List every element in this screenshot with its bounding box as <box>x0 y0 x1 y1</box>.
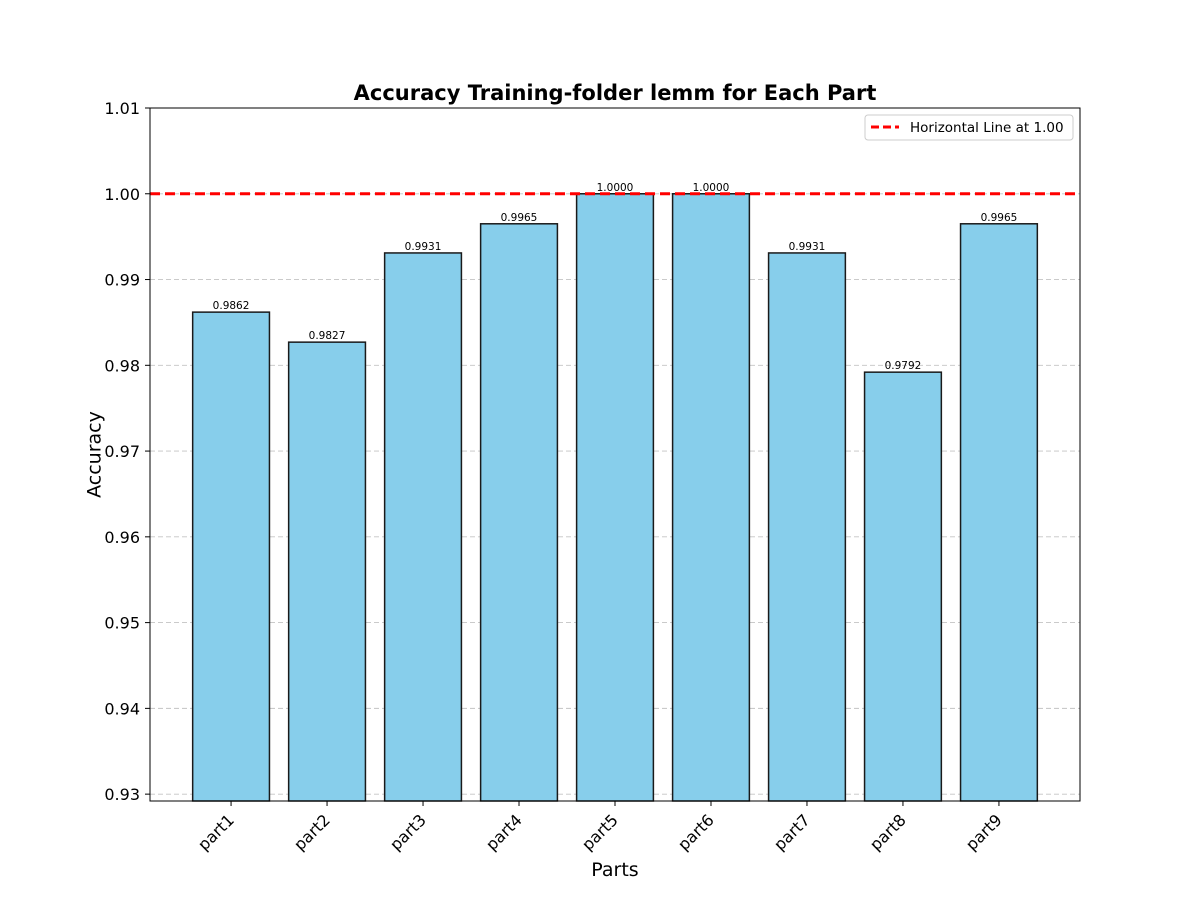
bar <box>863 371 943 802</box>
bar <box>287 341 367 802</box>
x-tick-label: part4 <box>482 810 526 854</box>
bar <box>959 223 1039 802</box>
x-tick-label: part7 <box>770 810 814 854</box>
legend-entry-label: Horizontal Line at 1.00 <box>910 120 1064 136</box>
y-tick-label: 0.96 <box>104 528 140 547</box>
chart-title: Accuracy Training-folder lemm for Each P… <box>354 81 877 105</box>
bar-value-label: 0.9965 <box>981 212 1018 224</box>
bars <box>191 193 1039 802</box>
bar-value-label: 0.9792 <box>885 360 922 372</box>
bar <box>479 223 559 802</box>
x-tick-label: part1 <box>194 810 238 854</box>
y-axis-ticks: 0.93 0.94 0.95 0.96 0.97 0.98 0.99 1.00 1.01 <box>104 99 150 804</box>
y-axis-title: Accuracy <box>84 411 106 498</box>
bar-value-label: 0.9965 <box>501 212 538 224</box>
bar-value-label: 0.9862 <box>213 300 250 312</box>
y-tick-label: 0.99 <box>104 271 140 290</box>
y-tick-label: 1.00 <box>104 185 140 204</box>
y-tick-label: 0.95 <box>104 614 140 633</box>
bar <box>767 252 847 802</box>
bar <box>671 193 751 802</box>
y-tick-label: 0.94 <box>104 699 140 718</box>
x-axis-title: Parts <box>591 859 638 881</box>
legend-box <box>864 114 1074 141</box>
bar <box>383 252 463 802</box>
x-tick-label: part9 <box>962 810 1006 854</box>
bar <box>191 311 271 802</box>
y-tick-label: 0.98 <box>104 356 140 375</box>
x-tick-label: part5 <box>578 810 622 854</box>
x-tick-label: part2 <box>290 810 334 854</box>
bar-value-label: 1.0000 <box>597 182 634 194</box>
x-tick-label: part8 <box>866 810 910 854</box>
bar-value-labels: 0.9862 0.9827 0.9931 0.9965 1.0000 1.0000 0.99… <box>213 182 1018 372</box>
y-tick-label: 1.01 <box>104 99 140 118</box>
x-tick-label: part3 <box>386 810 430 854</box>
y-tick-label: 0.93 <box>104 785 140 804</box>
bar-value-label: 1.0000 <box>693 182 730 194</box>
x-axis-ticks: part1 part2 part3 part4 part5 part6 part7 part8… <box>194 801 1006 854</box>
legend: Horizontal Line at 1.00 <box>864 114 1074 141</box>
bar-value-label: 0.9931 <box>789 241 826 253</box>
y-tick-label: 0.97 <box>104 442 140 461</box>
x-tick-label: part6 <box>674 810 718 854</box>
bar <box>575 193 655 802</box>
bar-value-label: 0.9931 <box>405 241 442 253</box>
bar-value-label: 0.9827 <box>309 330 346 342</box>
